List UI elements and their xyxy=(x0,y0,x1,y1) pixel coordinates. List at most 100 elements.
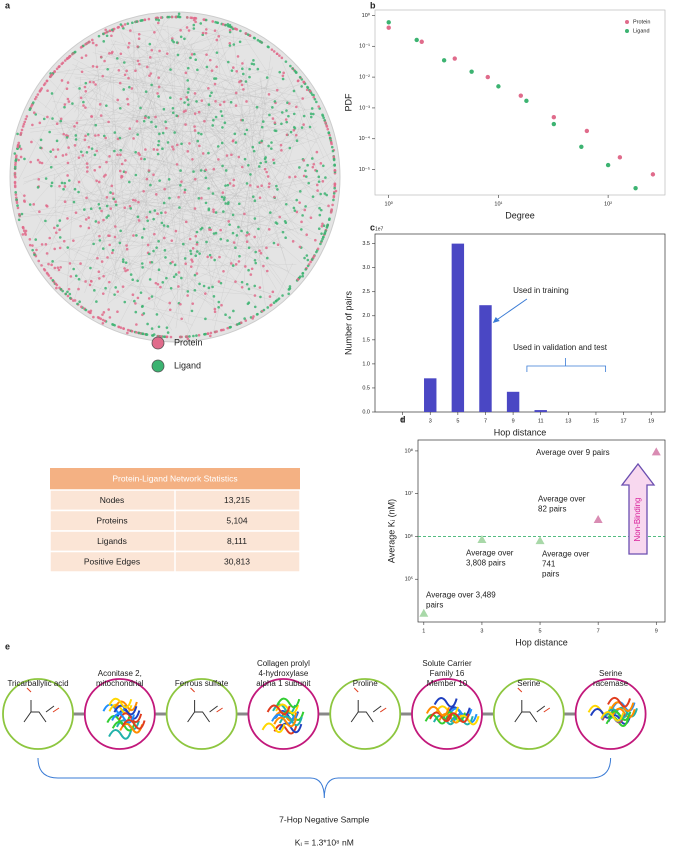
node-dot xyxy=(60,118,63,121)
node-dot xyxy=(203,285,206,288)
node-dot xyxy=(143,312,146,315)
node-dot xyxy=(58,185,61,188)
node-label: Solute Carrier xyxy=(422,659,472,668)
node-dot xyxy=(198,197,201,200)
node-label: alpha 1 subunit xyxy=(256,679,311,688)
node-dot xyxy=(288,176,291,179)
node-dot xyxy=(81,56,84,59)
table-cell: Proteins xyxy=(96,515,127,525)
node-dot xyxy=(139,107,142,110)
node-dot xyxy=(125,70,128,73)
network xyxy=(10,12,340,342)
node-dot xyxy=(302,159,305,162)
node-label: Proline xyxy=(353,679,378,688)
node-dot xyxy=(51,279,54,282)
node-dot xyxy=(98,270,101,273)
y-tick-label: 10⁻⁴ xyxy=(359,135,371,142)
node-dot xyxy=(262,120,265,123)
node-dot xyxy=(260,184,263,187)
node-dot xyxy=(312,195,315,198)
node-dot xyxy=(166,52,169,55)
node-dot xyxy=(171,16,174,19)
node-dot xyxy=(163,237,166,240)
node-dot xyxy=(324,176,327,179)
node-dot xyxy=(40,139,43,142)
node-dot xyxy=(180,142,183,145)
node-dot xyxy=(266,257,269,260)
node-dot xyxy=(104,320,107,323)
node-dot xyxy=(278,216,281,219)
node-dot xyxy=(41,162,44,165)
node-dot xyxy=(150,49,153,52)
table-cell: Ligands xyxy=(97,536,127,546)
node-dot xyxy=(217,35,220,38)
node-dot xyxy=(86,170,89,173)
node-dot xyxy=(304,170,307,173)
node-dot xyxy=(150,121,153,124)
node-dot xyxy=(126,269,129,272)
data-point xyxy=(651,172,655,176)
node-dot xyxy=(180,180,183,183)
node-dot xyxy=(278,71,281,74)
y-axis-label: Number of pairs xyxy=(343,290,353,355)
node-dot xyxy=(229,29,232,32)
node-dot xyxy=(55,287,58,290)
node-dot xyxy=(156,313,159,316)
node-dot xyxy=(301,126,304,129)
node-dot xyxy=(158,133,161,136)
node-dot xyxy=(299,76,302,79)
node-dot xyxy=(136,45,139,48)
node-dot xyxy=(247,164,250,167)
node-dot xyxy=(73,201,76,204)
data-point xyxy=(453,56,457,60)
node-dot xyxy=(200,133,203,136)
node-dot xyxy=(248,76,251,79)
node-dot xyxy=(40,264,43,267)
node-dot xyxy=(70,275,73,278)
node-dot xyxy=(56,140,59,143)
node-dot xyxy=(319,243,322,246)
node-dot xyxy=(15,156,18,159)
node-dot xyxy=(305,175,308,178)
node-dot xyxy=(333,187,336,190)
node-dot xyxy=(298,201,301,204)
node-dot xyxy=(169,68,172,71)
node-dot xyxy=(207,87,210,90)
node-dot xyxy=(191,17,194,20)
node-dot xyxy=(280,149,283,152)
node-dot xyxy=(137,215,140,218)
x-tick-label: 7 xyxy=(597,628,600,634)
node-dot xyxy=(291,67,294,70)
table-cell: Nodes xyxy=(100,495,125,505)
node-dot xyxy=(116,153,119,156)
node-dot xyxy=(220,238,223,241)
node-dot xyxy=(270,147,273,150)
node-dot xyxy=(164,249,167,252)
x-tick-label: 9 xyxy=(512,418,515,424)
node-dot xyxy=(216,51,219,54)
node-dot xyxy=(261,126,264,129)
node-dot xyxy=(67,162,70,165)
node-dot xyxy=(307,265,310,268)
node-dot xyxy=(259,162,262,165)
node-dot xyxy=(322,115,325,118)
node-dot xyxy=(224,202,227,205)
node-dot xyxy=(235,70,238,73)
node-dot xyxy=(149,56,152,59)
node-dot xyxy=(99,239,102,242)
annotation: Average over xyxy=(466,549,514,558)
node-dot xyxy=(84,90,87,93)
node-dot xyxy=(82,154,85,157)
node-dot xyxy=(15,198,18,201)
node-dot xyxy=(322,164,325,167)
node-dot xyxy=(137,60,140,63)
node-dot xyxy=(108,281,111,284)
x-axis-label: Degree xyxy=(505,210,535,220)
node-dot xyxy=(69,293,72,296)
node-label: racemase xyxy=(593,679,629,688)
node-dot xyxy=(296,139,299,142)
node-dot xyxy=(221,329,224,332)
node-dot xyxy=(43,84,46,87)
node-dot xyxy=(155,125,158,128)
y-tick-label: 3.0 xyxy=(362,265,370,271)
